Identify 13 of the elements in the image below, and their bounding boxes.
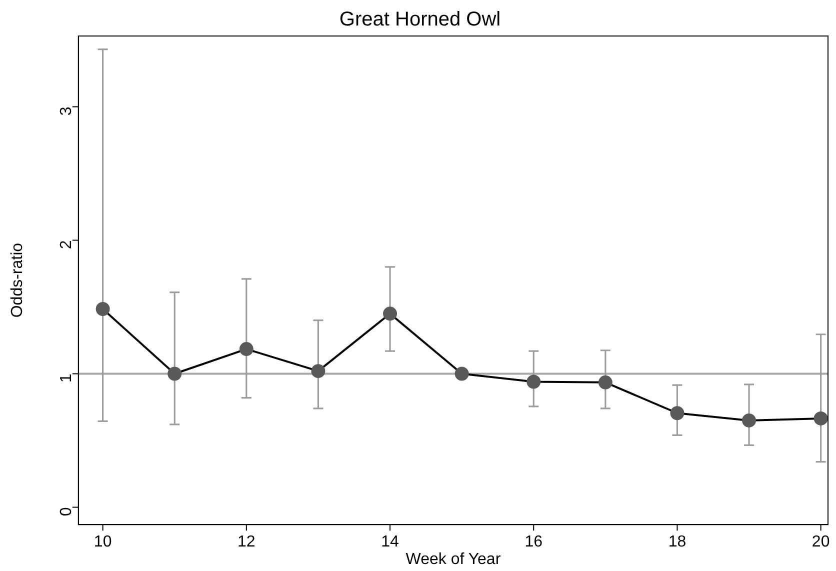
x-tick-label: 14 xyxy=(381,534,400,551)
y-tick-label: 1 xyxy=(58,374,75,383)
x-tick-label: 16 xyxy=(524,534,543,551)
x-tick-label: 10 xyxy=(94,534,112,551)
y-tick-label: 0 xyxy=(58,507,75,516)
chart-title: Great Horned Owl xyxy=(339,8,501,31)
y-tick-label: 2 xyxy=(58,240,75,250)
x-axis-title: Week of Year xyxy=(406,550,502,568)
x-tick-label: 20 xyxy=(812,534,830,551)
x-tick-label: 18 xyxy=(668,534,686,551)
y-axis-title: Odds-ratio xyxy=(9,242,26,318)
x-tick-label: 12 xyxy=(238,534,256,551)
y-tick-label: 3 xyxy=(58,106,75,116)
